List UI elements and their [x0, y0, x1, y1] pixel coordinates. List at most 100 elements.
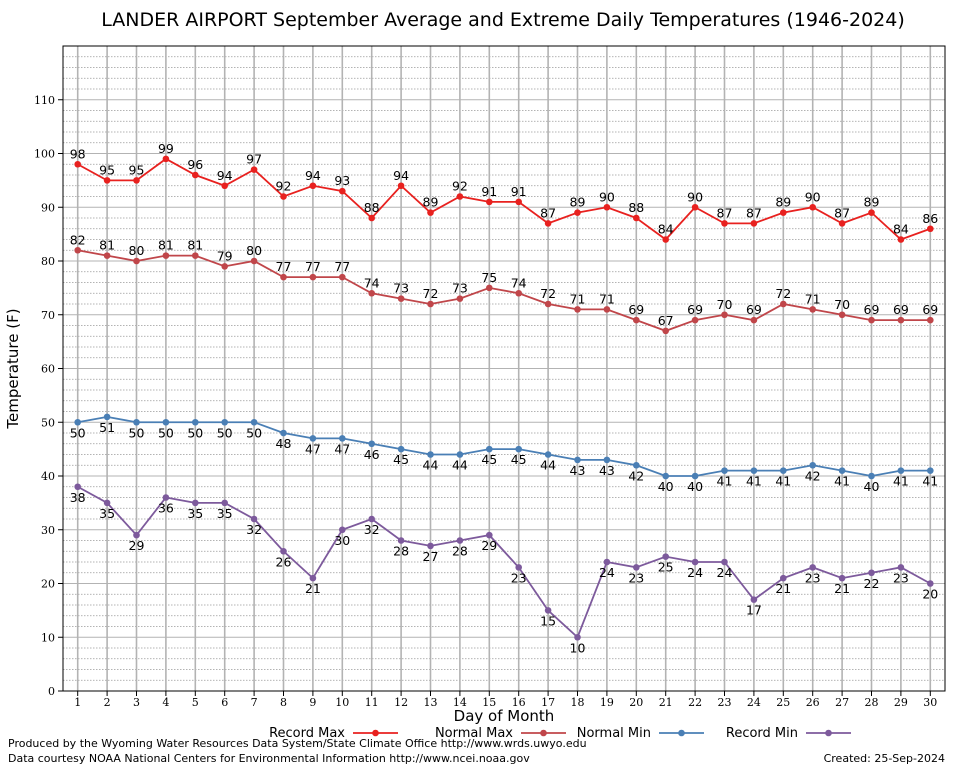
data-label: 46: [364, 447, 380, 462]
data-label: 26: [276, 554, 292, 569]
x-tick-label: 16: [512, 696, 526, 709]
data-point: [809, 564, 816, 571]
data-label: 89: [775, 195, 791, 210]
data-point: [397, 537, 405, 544]
data-label: 45: [511, 452, 527, 467]
data-label: 50: [70, 425, 86, 440]
data-point: [74, 160, 81, 168]
series-line: [77, 485, 931, 639]
data-label: 84: [658, 222, 674, 237]
x-tick-label: 22: [688, 696, 702, 709]
legend: Record Max Normal Max Normal Min Record Min: [269, 726, 851, 741]
data-label: 87: [746, 205, 762, 220]
x-tick-label: 8: [280, 696, 287, 709]
data-point: [574, 633, 581, 641]
data-label: 27: [423, 549, 439, 564]
x-tick-label: 11: [365, 696, 379, 709]
data-label: 10: [570, 640, 586, 655]
data-label: 74: [511, 275, 527, 290]
data-point: [897, 467, 905, 474]
data-label: 70: [717, 297, 733, 312]
data-label: 72: [423, 286, 439, 301]
legend-item: Record Min: [726, 726, 851, 741]
x-tick-label: 1: [74, 696, 81, 709]
data-point: [544, 300, 552, 308]
legend-item: Record Max: [269, 726, 398, 741]
data-point: [544, 220, 552, 227]
data-point: [544, 451, 552, 458]
data-label: 92: [276, 179, 292, 194]
x-tick-label: 14: [453, 696, 467, 709]
data-label: 35: [187, 506, 203, 521]
data-label: 94: [393, 168, 409, 183]
data-point: [368, 289, 376, 297]
data-point: [427, 451, 434, 458]
data-point: [162, 494, 170, 501]
series-record-max: 98 95 95 99 96 94 97 92 94 93 88 94 89 92 91 91 87 89 90 88…: [70, 141, 938, 243]
data-point: [427, 300, 434, 308]
footer-credit-line1: Produced by the Wyoming Water Resources …: [8, 737, 587, 750]
data-point: [456, 537, 464, 544]
data-label: 69: [746, 302, 762, 317]
data-label: 96: [187, 157, 203, 172]
data-label: 93: [334, 173, 350, 188]
data-label: 44: [452, 458, 468, 473]
series-record-min: 38 35 29 36 35 35 32 26 21 30 32 28 27 28 29 23 15 10 24 23…: [70, 483, 938, 655]
x-axis-title: Day of Month: [454, 707, 555, 725]
data-label: 94: [305, 168, 321, 183]
x-tick-label: 28: [865, 696, 879, 709]
series-normal-max: 82 81 80 81 81 79 80 77 77 77 74 73 72 73 75 74 72 71 71 69…: [70, 232, 938, 335]
data-label: 43: [570, 463, 586, 478]
x-tick-label: 17: [541, 696, 555, 709]
data-point: [427, 209, 434, 216]
data-label: 23: [805, 570, 821, 585]
y-tick-label: 50: [41, 416, 55, 429]
data-label: 41: [893, 474, 909, 489]
series-line: [77, 415, 931, 477]
data-point: [633, 214, 640, 222]
data-label: 89: [864, 195, 880, 210]
data-point: [133, 531, 140, 539]
data-label: 45: [481, 452, 497, 467]
data-point: [721, 467, 728, 474]
data-label: 95: [99, 162, 115, 177]
data-point: [309, 574, 317, 582]
series: 98 95 95 99 96 94 97 92 94 93 88 94 89 92 91 91 87 89 90 88…: [70, 141, 939, 655]
x-tick-label: 12: [394, 696, 408, 709]
data-point: [574, 456, 581, 464]
data-point: [721, 558, 728, 566]
data-point: [838, 467, 846, 474]
y-tick-label: 20: [41, 578, 55, 591]
data-label: 28: [452, 544, 468, 559]
data-point: [192, 418, 199, 426]
data-point: [809, 203, 816, 211]
x-tick-label: 30: [923, 696, 937, 709]
data-label: 44: [423, 458, 439, 473]
data-label: 17: [746, 603, 762, 618]
data-label: 71: [805, 291, 821, 306]
series-line: [77, 249, 931, 332]
data-point: [339, 187, 346, 195]
data-point: [603, 456, 611, 464]
data-label: 87: [540, 205, 556, 220]
data-label: 36: [158, 501, 174, 516]
footer-credit-line2: Data courtesy NOAA National Centers for …: [8, 752, 530, 765]
data-point: [192, 252, 199, 259]
data-label: 21: [305, 581, 321, 596]
data-point: [662, 236, 669, 243]
data-label: 50: [129, 425, 145, 440]
data-point: [162, 252, 170, 259]
data-label: 73: [393, 281, 409, 296]
data-label: 92: [452, 179, 468, 194]
data-point: [780, 574, 787, 582]
x-tick-label: 25: [776, 696, 790, 709]
y-tick-label: 100: [34, 148, 55, 161]
data-point: [397, 182, 405, 190]
data-label: 72: [775, 286, 791, 301]
y-tick-label: 110: [34, 94, 55, 107]
data-point: [750, 316, 758, 324]
x-tick-label: 2: [104, 696, 111, 709]
data-label: 23: [511, 570, 527, 585]
data-label: 21: [775, 581, 791, 596]
